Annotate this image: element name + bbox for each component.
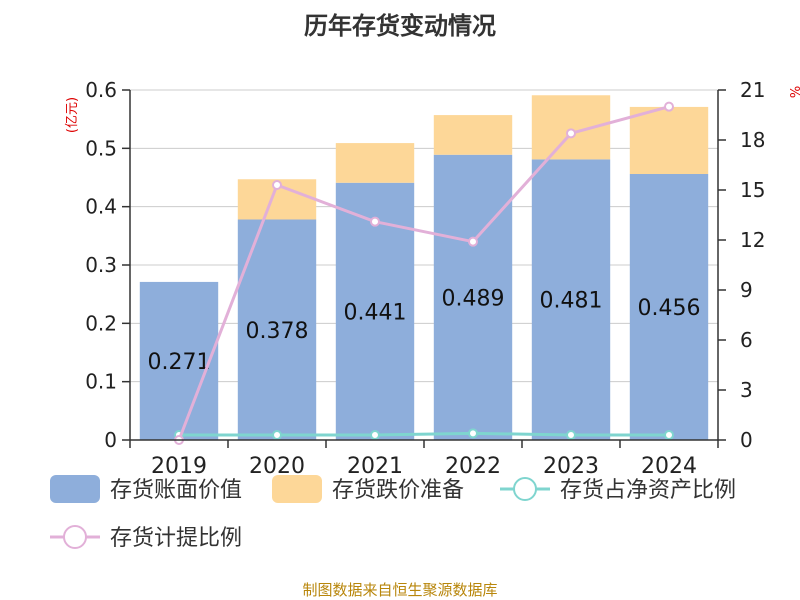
lines-layer (174, 101, 674, 445)
legend-marker (63, 525, 87, 549)
legend-label: 存货账面价值 (110, 478, 242, 503)
x-axis-tick-label: 2020 (249, 454, 305, 479)
line-point (370, 430, 380, 440)
data-label: 0.481 (540, 289, 603, 314)
bar-book-value-2022 (433, 154, 513, 440)
right-axis-tick-label: 12 (740, 228, 765, 252)
legend-marker (513, 477, 537, 501)
right-axis-tick-label: 9 (740, 278, 753, 302)
legend-swatch (50, 475, 100, 503)
left-axis-tick-label: 0.5 (85, 136, 117, 160)
right-axis-tick-label: 21 (740, 78, 765, 102)
line-series-provision-ratio (177, 105, 670, 441)
axes-layer: 0 0.1 0.2 0.3 0.4 0.5 0.6 0 3 6 9 12 15 18 21 2019 2020 2… (65, 78, 800, 479)
left-axis-tick-label: 0.4 (85, 195, 117, 219)
data-label: 0.378 (246, 319, 309, 344)
line-point (468, 428, 478, 439)
line-point (272, 430, 282, 440)
line-point (664, 430, 674, 440)
right-axis-tick-label: 0 (740, 428, 753, 452)
x-axis-tick-label: 2019 (151, 454, 207, 479)
data-labels-layer: 0.271 0.378 0.441 0.489 0.481 0.456 (148, 286, 701, 375)
line-point (566, 128, 576, 139)
chart-title: 历年存货变动情况 (304, 12, 496, 40)
right-axis-tick-label: 3 (740, 378, 753, 402)
data-source-footer: 制图数据来自恒生聚源数据库 (302, 581, 498, 599)
legend-label: 存货占净资产比例 (560, 478, 736, 503)
left-axis-tick-label: 0.6 (85, 78, 117, 102)
bars-layer (139, 95, 709, 440)
line-point (272, 180, 282, 190)
bar-book-value-2023 (531, 159, 611, 440)
data-label: 0.441 (344, 300, 407, 325)
legend-swatch (272, 475, 322, 503)
x-axis-tick-label: 2024 (641, 454, 697, 479)
left-axis-unit-label: (亿元) (65, 97, 80, 133)
right-axis-tick-label: 15 (740, 178, 765, 202)
x-axis-tick-label: 2021 (347, 454, 403, 479)
legend-item: 存货计提比例 (50, 525, 242, 551)
left-axis-tick-label: 0.3 (85, 253, 117, 277)
line-series-net-asset-ratio (179, 431, 669, 437)
bar-impairment-2021 (335, 143, 415, 183)
legend-item: 存货占净资产比例 (500, 477, 736, 503)
data-label: 0.271 (148, 350, 211, 375)
line-point (370, 216, 380, 227)
left-axis-tick-label: 0 (104, 428, 117, 452)
x-axis-tick-label: 2023 (543, 454, 599, 479)
line-point (664, 101, 674, 112)
data-label: 0.489 (442, 286, 505, 311)
line-point (468, 236, 478, 247)
bar-impairment-2024 (629, 106, 709, 174)
legend-label: 存货跌价准备 (332, 478, 464, 503)
right-axis-tick-label: 6 (740, 328, 753, 352)
legend-item: 存货跌价准备 (272, 475, 464, 503)
bar-book-value-2024 (629, 174, 709, 440)
right-axis-tick-label: 18 (740, 128, 765, 152)
bar-book-value-2019 (139, 281, 219, 440)
data-label: 0.456 (638, 296, 701, 321)
left-axis-tick-label: 0.1 (85, 370, 117, 394)
left-axis-tick-label: 0.2 (85, 311, 117, 335)
line-point (566, 430, 576, 440)
bar-impairment-2022 (433, 115, 513, 155)
x-axis-tick-label: 2022 (445, 454, 501, 479)
legend-item: 存货账面价值 (50, 475, 242, 503)
right-axis-unit-label: % (789, 86, 800, 98)
legend-label: 存货计提比例 (110, 526, 242, 551)
